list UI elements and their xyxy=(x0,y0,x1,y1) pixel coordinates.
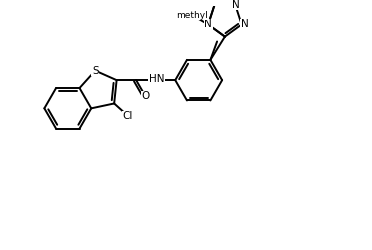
Text: methyl: methyl xyxy=(176,11,208,20)
Text: HN: HN xyxy=(149,74,164,84)
Text: N: N xyxy=(204,20,212,30)
Text: S: S xyxy=(92,66,99,76)
Text: O: O xyxy=(142,91,150,101)
Text: N: N xyxy=(241,20,248,30)
Text: Cl: Cl xyxy=(122,111,132,121)
Text: N: N xyxy=(232,0,240,10)
